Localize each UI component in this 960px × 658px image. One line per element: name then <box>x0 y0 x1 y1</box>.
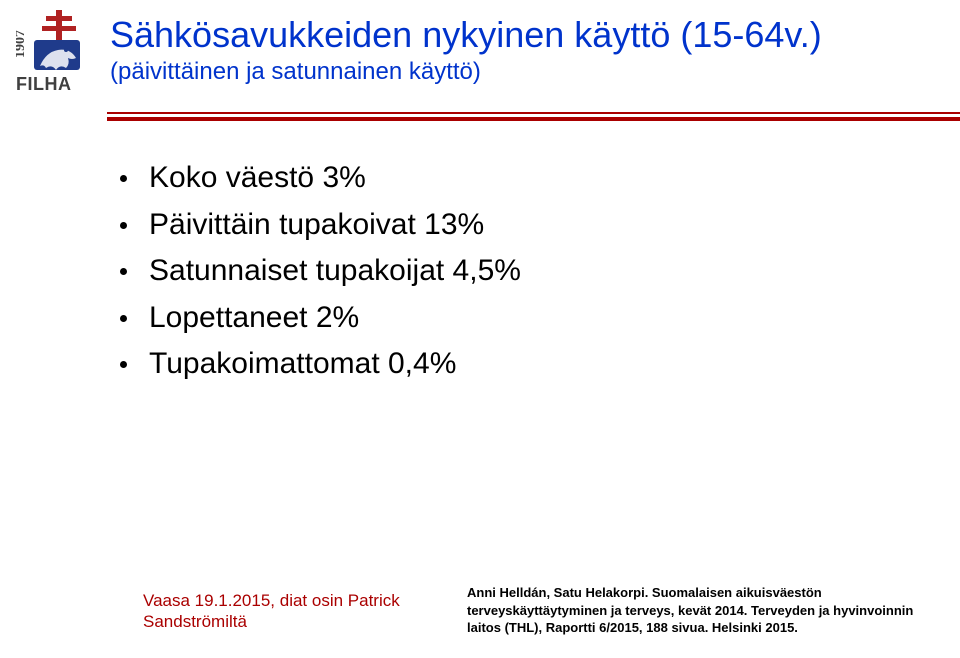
list-item: Päivittäin tupakoivat 13% <box>120 202 920 249</box>
logo-org-name: FILHA <box>16 74 88 95</box>
slide-title: Sähkösavukkeiden nykyinen käyttö (15-64v… <box>110 14 920 56</box>
bullet-text: Satunnaiset tupakoijat 4,5% <box>149 248 521 295</box>
list-item: Satunnaiset tupakoijat 4,5% <box>120 248 920 295</box>
logo-svg: 1907 <box>16 10 88 72</box>
title-main: Sähkösavukkeiden nykyinen käyttö <box>110 14 670 55</box>
footer-left-line1: Vaasa 19.1.2015, diat osin Patrick <box>143 590 400 611</box>
title-paren: (15-64v.) <box>680 14 821 55</box>
bullet-list: Koko väestö 3% Päivittäin tupakoivat 13%… <box>120 155 920 388</box>
list-item: Lopettaneet 2% <box>120 295 920 342</box>
bullet-text: Päivittäin tupakoivat 13% <box>149 202 484 249</box>
org-logo: 1907 FILHA <box>16 10 88 95</box>
logo-year: 1907 <box>16 30 28 58</box>
rule-thick <box>107 117 960 121</box>
footer-left: Vaasa 19.1.2015, diat osin Patrick Sands… <box>143 590 400 633</box>
slide-subtitle: (päivittäinen ja satunnainen käyttö) <box>110 58 920 86</box>
footer-citation: Anni Helldán, Satu Helakorpi. Suomalaise… <box>467 584 932 637</box>
bullet-text: Tupakoimattomat 0,4% <box>149 341 456 388</box>
slide-title-block: Sähkösavukkeiden nykyinen käyttö (15-64v… <box>110 14 920 86</box>
bullet-text: Koko väestö 3% <box>149 155 366 202</box>
lion-icon <box>34 40 80 70</box>
list-item: Tupakoimattomat 0,4% <box>120 341 920 388</box>
rule-thin <box>107 112 960 114</box>
footer-left-line2: Sandströmiltä <box>143 611 400 632</box>
bullet-text: Lopettaneet 2% <box>149 295 359 342</box>
list-item: Koko väestö 3% <box>120 155 920 202</box>
